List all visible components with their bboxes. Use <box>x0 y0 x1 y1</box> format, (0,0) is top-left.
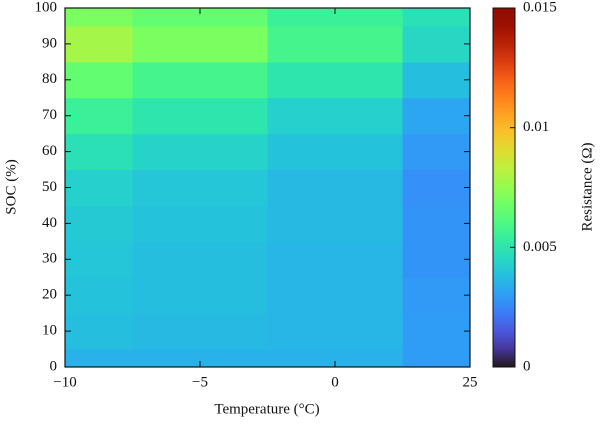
heatmap-cell <box>402 205 470 242</box>
heatmap-cell <box>132 61 268 99</box>
heatmap-cell <box>402 241 470 278</box>
colorbar-label: Resistance (Ω) <box>579 142 595 231</box>
y-axis-label: SOC (%) <box>3 159 19 214</box>
heatmap-cell <box>132 97 268 135</box>
y-tick-label: 0 <box>50 358 58 374</box>
heatmap-cell <box>402 349 470 367</box>
heatmap-cell <box>132 349 268 367</box>
heatmap-cell <box>267 277 403 314</box>
heatmap-cell <box>65 8 133 27</box>
y-tick-label: 90 <box>42 35 57 51</box>
heatmap-cell <box>132 133 268 171</box>
heatmap-cell <box>267 241 403 278</box>
x-axis-label: Temperature (°C) <box>214 401 319 417</box>
heatmap-cell <box>267 349 403 367</box>
y-tick-label: 30 <box>42 251 57 267</box>
heatmap-cell <box>65 169 133 206</box>
heatmap-cell <box>267 169 403 206</box>
heatmap-cell <box>402 277 470 314</box>
heatmap-cell <box>65 205 133 242</box>
heatmap-cell <box>65 97 133 135</box>
y-tick-label: 10 <box>42 323 57 339</box>
heatmap-cell <box>132 277 268 314</box>
heatmap-cell <box>402 97 470 135</box>
heatmap-cell <box>402 313 470 350</box>
heatmap-cell <box>65 277 133 314</box>
heatmap-cell <box>267 313 403 350</box>
colorbar-tick-label: 0.015 <box>523 0 557 15</box>
y-tick-label: 40 <box>42 215 57 231</box>
x-tick-label: −5 <box>192 374 208 390</box>
colorbar-tick-label: 0.005 <box>523 239 557 255</box>
heatmap-cell <box>267 205 403 242</box>
heatmap-cell <box>132 241 268 278</box>
x-tick-label: 0 <box>331 374 339 390</box>
colorbar-tick-label: 0 <box>523 358 531 374</box>
heatmap <box>65 8 470 367</box>
heatmap-cell <box>267 8 403 27</box>
heatmap-cell <box>267 97 403 135</box>
x-tick-label: −10 <box>53 374 76 390</box>
heatmap-cell <box>402 169 470 206</box>
heatmap-cell <box>65 313 133 350</box>
heatmap-cell <box>402 61 470 99</box>
heatmap-cell <box>132 25 268 63</box>
y-tick-label: 70 <box>42 107 57 123</box>
heatmap-cell <box>65 61 133 99</box>
heatmap-cell <box>267 25 403 63</box>
heatmap-cell <box>65 241 133 278</box>
heatmap-cell <box>65 349 133 367</box>
heatmap-cell <box>65 25 133 63</box>
heatmap-cell <box>132 169 268 206</box>
heatmap-cell <box>132 205 268 242</box>
y-tick-label: 60 <box>42 143 57 159</box>
heatmap-cell <box>65 133 133 171</box>
heatmap-cell <box>267 133 403 171</box>
y-tick-label: 20 <box>42 287 57 303</box>
heatmap-cell <box>132 8 268 27</box>
colorbar-tick-label: 0.01 <box>523 119 549 135</box>
heatmap-cell <box>402 133 470 171</box>
y-tick-label: 50 <box>42 179 57 195</box>
heatmap-cell <box>402 25 470 63</box>
y-tick-label: 100 <box>35 0 58 15</box>
colorbar <box>492 7 516 368</box>
y-tick-label: 80 <box>42 71 57 87</box>
heatmap-cell <box>267 61 403 99</box>
heatmap-cell <box>402 8 470 27</box>
x-tick-label: 25 <box>463 374 478 390</box>
heatmap-cell <box>132 313 268 350</box>
